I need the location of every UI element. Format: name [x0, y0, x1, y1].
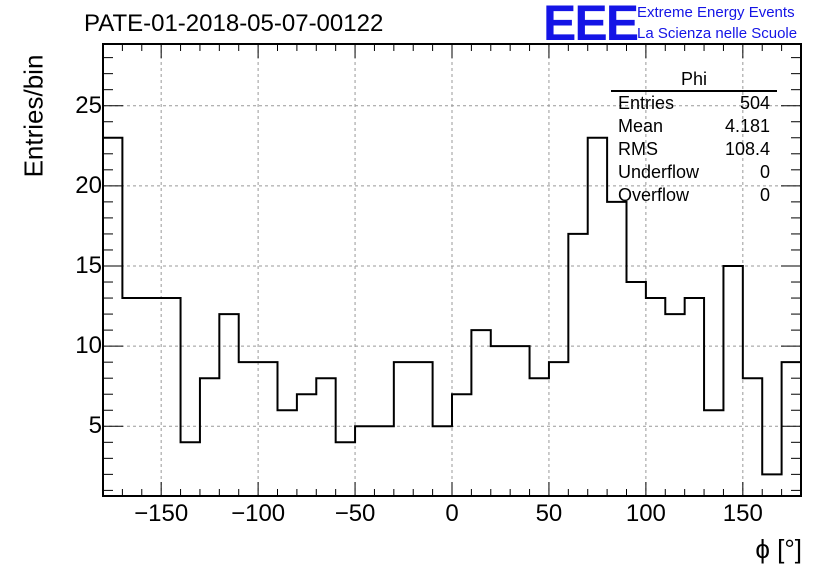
logo-line-1: Extreme Energy Events — [637, 4, 795, 21]
stats-label: Overflow — [618, 185, 690, 205]
stats-value: 4.181 — [724, 116, 770, 136]
y-axis-label: Entries/bin — [18, 54, 49, 178]
stats-label: Underflow — [618, 162, 700, 182]
y-tick-label: 5 — [88, 412, 102, 440]
x-tick-label: −150 — [134, 500, 189, 527]
x-tick-label: 50 — [535, 500, 563, 527]
stats-row: Underflow 0 — [611, 161, 777, 184]
y-tick-label: 20 — [75, 171, 102, 199]
stats-label: RMS — [618, 139, 658, 159]
x-tick-label: 0 — [445, 500, 459, 527]
stats-rows: Entries 504 Mean 4.181 RMS 108.4 Underflow 0 Ove… — [611, 92, 777, 207]
stats-title: Phi — [611, 68, 777, 92]
stats-value: 0 — [759, 185, 770, 205]
stats-value: 108.4 — [724, 139, 770, 159]
stats-box: Phi Entries 504 Mean 4.181 RMS 108.4 Underflow… — [611, 68, 777, 207]
axis-ticks — [102, 44, 802, 496]
chart-title: PATE-01-2018-05-07-00122 — [84, 10, 384, 37]
logo-line-2: La Scienza nelle Scuole — [637, 25, 798, 42]
x-tick-label: 100 — [625, 500, 666, 527]
eee-logo: EEE — [543, 0, 639, 51]
stats-value: 504 — [739, 93, 770, 113]
stats-row: Entries 504 — [611, 92, 777, 115]
stats-row: Overflow 0 — [611, 184, 777, 207]
stats-row: Mean 4.181 — [611, 115, 777, 138]
stats-label: Entries — [618, 93, 675, 113]
y-tick-label: 15 — [75, 251, 102, 279]
stats-label: Mean — [618, 116, 664, 136]
x-tick-label: 150 — [722, 500, 763, 527]
y-tick-label: 25 — [75, 91, 102, 119]
stats-value: 0 — [759, 162, 770, 182]
x-tick-label: −100 — [231, 500, 286, 527]
y-tick-label: 10 — [75, 332, 102, 360]
x-axis-label: ϕ [°] — [755, 534, 802, 564]
x-tick-label: −50 — [334, 500, 376, 527]
plot-frame — [102, 43, 802, 497]
histogram-line — [103, 136, 801, 476]
stats-row: RMS 108.4 — [611, 138, 777, 161]
